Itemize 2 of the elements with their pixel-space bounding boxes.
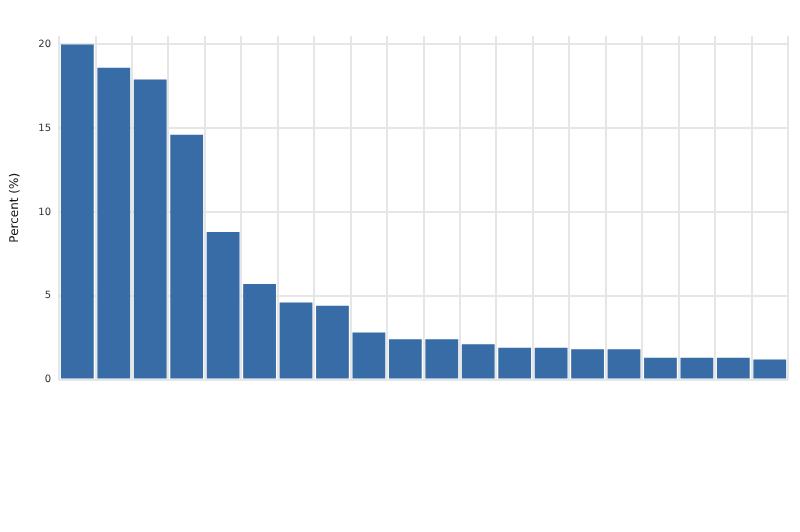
bar (279, 302, 313, 379)
bar (607, 349, 641, 379)
